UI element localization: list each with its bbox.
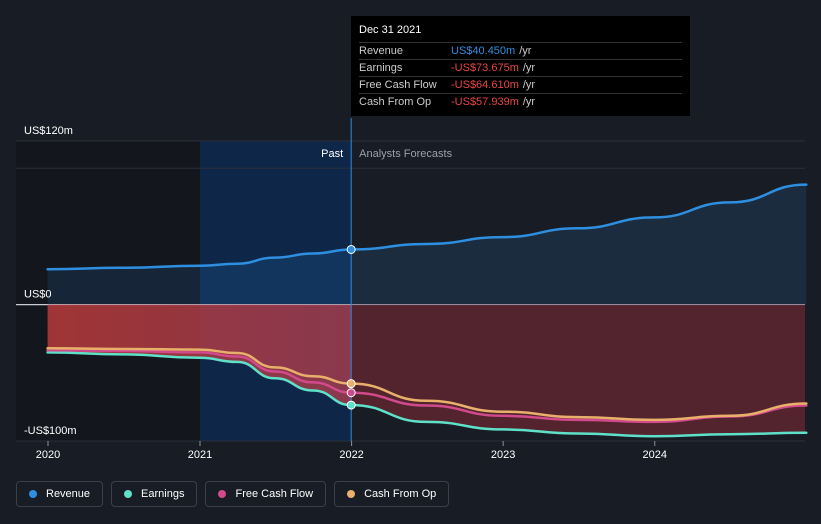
x-tick-label: 2021 bbox=[188, 449, 212, 461]
free-cash-flow-marker bbox=[346, 388, 356, 398]
x-tick-label: 2024 bbox=[643, 449, 667, 461]
legend-dot-icon bbox=[347, 490, 356, 498]
tooltip-rows: Revenue US$40.450m/yr Earnings -US$73.675m /… bbox=[359, 42, 682, 110]
revenue-marker bbox=[346, 244, 356, 254]
x-tick-label: 2023 bbox=[491, 449, 515, 461]
past-label: Past bbox=[321, 148, 343, 160]
legend-item-cash-from-op[interactable]: Cash From Op bbox=[334, 481, 450, 507]
legend-label: Cash From Op bbox=[364, 488, 437, 500]
tooltip-row-cash-from-op: Cash From Op -US$57.939m/yr bbox=[359, 93, 682, 110]
tooltip-date: Dec 31 2021 bbox=[359, 24, 422, 36]
tooltip-row-unit: /yr bbox=[522, 96, 536, 108]
tooltip-row-unit: /yr bbox=[522, 79, 536, 91]
tooltip: Dec 31 2021 Revenue US$40.450m/yr Earnings… bbox=[351, 16, 690, 116]
legend-label: Earnings bbox=[141, 488, 185, 500]
tooltip-row-value: -US$73.675m bbox=[451, 62, 519, 74]
revenue-line bbox=[46, 183, 808, 271]
earnings-line bbox=[46, 351, 808, 438]
legend-label: Revenue bbox=[46, 488, 91, 500]
y-tick-label: -US$100m bbox=[24, 425, 77, 437]
legend-dot-icon bbox=[218, 490, 227, 498]
cash-from-op-marker bbox=[346, 379, 356, 389]
cash-from-op-line bbox=[46, 347, 808, 422]
tooltip-row-revenue: Revenue US$40.450m/yr bbox=[359, 42, 682, 59]
legend-item-free-cash-flow[interactable]: Free Cash Flow bbox=[205, 481, 327, 507]
tooltip-row-unit: /yr bbox=[522, 62, 536, 74]
legend-label: Free Cash Flow bbox=[235, 488, 314, 500]
tooltip-row-label: Free Cash Flow bbox=[359, 79, 437, 91]
tooltip-row-label: Earnings bbox=[359, 62, 403, 74]
legend-dot-icon bbox=[29, 490, 37, 498]
x-tick-label: 2022 bbox=[339, 449, 363, 461]
earnings-marker bbox=[346, 400, 356, 410]
legend-item-revenue[interactable]: Revenue bbox=[16, 481, 104, 507]
tooltip-row-value: US$40.450m bbox=[451, 45, 516, 57]
y-axis-labels: US$120m US$0 -US$100m bbox=[24, 125, 77, 437]
loss-area-past bbox=[47, 304, 352, 406]
series-lines bbox=[46, 183, 808, 438]
tooltip-row-earnings: Earnings -US$73.675m/yr bbox=[359, 59, 682, 76]
legend: Revenue Earnings Free Cash Flow Cash From O… bbox=[16, 481, 450, 507]
tooltip-row-free-cash-flow: Free Cash Flow -US$64.610m/yr bbox=[359, 76, 682, 93]
legend-item-earnings[interactable]: Earnings bbox=[111, 481, 198, 507]
tooltip-row-label: Revenue bbox=[359, 45, 404, 57]
plot-background-past-early bbox=[16, 141, 200, 441]
free-cash-flow-line bbox=[46, 349, 808, 424]
x-axis-labels: 2020 2021 2022 2023 2024 bbox=[36, 441, 667, 461]
analysts-forecasts-label: Analysts Forecasts bbox=[359, 148, 452, 160]
tooltip-row-value: -US$64.610m bbox=[451, 79, 519, 91]
legend-dot-icon bbox=[124, 490, 133, 498]
hover-markers bbox=[346, 244, 356, 410]
tooltip-row-label: Cash From Op bbox=[359, 96, 432, 108]
x-tick-label: 2020 bbox=[36, 449, 60, 461]
y-tick-label: US$120m bbox=[24, 125, 73, 137]
y-tick-label: US$0 bbox=[24, 289, 52, 301]
tooltip-row-value: -US$57.939m bbox=[451, 96, 519, 108]
loss-area-forecast bbox=[351, 304, 805, 437]
tooltip-row-unit: /yr bbox=[519, 45, 532, 57]
